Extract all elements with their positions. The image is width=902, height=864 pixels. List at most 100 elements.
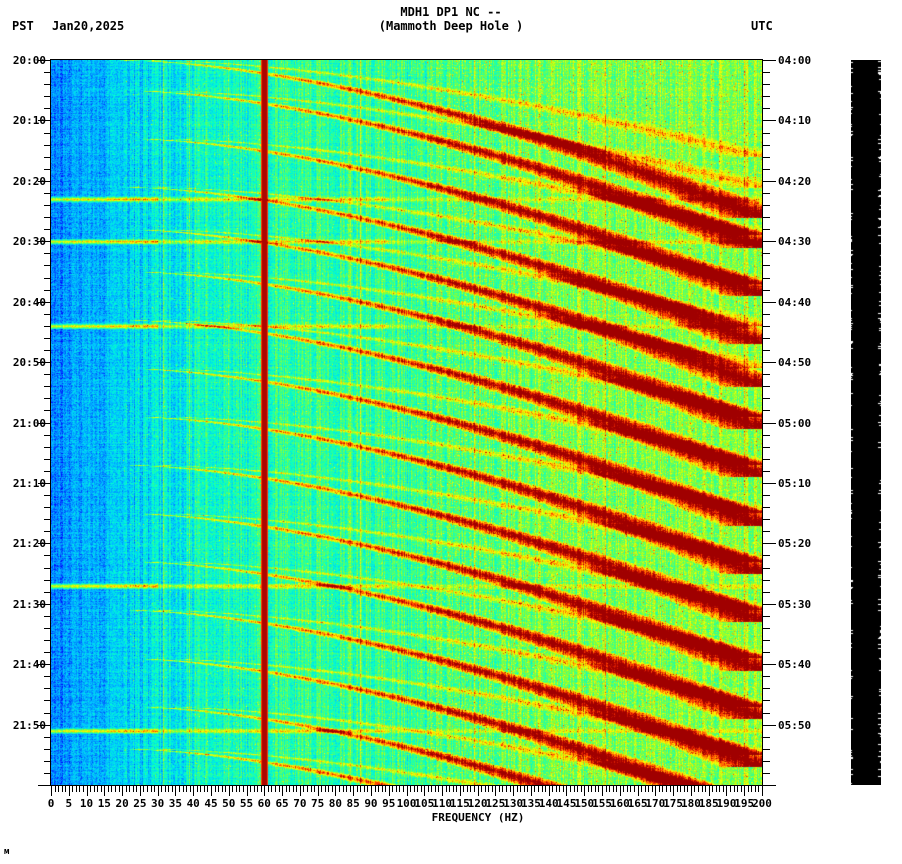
freq-tick-minor	[179, 786, 180, 792]
time-tick-minor	[763, 229, 770, 230]
time-tick-minor	[44, 555, 51, 556]
freq-tick-minor	[90, 786, 91, 792]
freq-tick-minor	[286, 786, 287, 792]
freq-tick-minor	[574, 786, 575, 792]
time-tick-minor	[763, 737, 770, 738]
freq-tick-major	[726, 786, 727, 796]
freq-tick-label: 145	[556, 797, 577, 810]
freq-tick-minor	[598, 786, 599, 792]
time-tick-minor	[44, 205, 51, 206]
freq-tick-minor	[534, 786, 535, 792]
freq-tick-minor	[542, 786, 543, 792]
time-tick-minor	[763, 652, 770, 653]
freq-tick-minor	[328, 786, 329, 792]
time-tick-minor	[44, 290, 51, 291]
freq-tick-minor	[360, 786, 361, 792]
freq-tick-minor	[559, 786, 560, 792]
freq-tick-minor	[396, 786, 397, 792]
freq-tick-minor	[588, 786, 589, 792]
freq-tick-minor	[133, 786, 134, 792]
time-tick-minor	[44, 749, 51, 750]
time-tick-major	[763, 241, 776, 242]
freq-tick-minor	[111, 786, 112, 792]
time-tick-label: 04:50	[778, 356, 812, 369]
freq-tick-minor	[172, 786, 173, 792]
freq-tick-label: 105	[414, 797, 435, 810]
freq-tick-minor	[453, 786, 454, 792]
freq-tick-minor	[463, 786, 464, 792]
freq-tick-minor	[307, 786, 308, 792]
time-tick-minor	[763, 314, 770, 315]
time-tick-major	[38, 362, 51, 363]
freq-tick-minor	[222, 786, 223, 792]
time-tick-minor	[44, 713, 51, 714]
time-tick-minor	[44, 507, 51, 508]
time-tick-minor	[44, 652, 51, 653]
time-tick-major	[38, 483, 51, 484]
freq-tick-minor	[467, 786, 468, 792]
freq-tick-label: 5	[65, 797, 73, 810]
spectrogram-plot[interactable]	[51, 60, 762, 785]
time-tick-minor	[763, 133, 770, 134]
freq-tick-major	[691, 786, 692, 796]
freq-tick-major	[407, 786, 408, 796]
freq-tick-minor	[417, 786, 418, 792]
freq-tick-label: 130	[503, 797, 524, 810]
time-tick-major	[763, 543, 776, 544]
time-tick-minor	[763, 555, 770, 556]
freq-tick-major	[211, 786, 212, 796]
freq-tick-minor	[190, 786, 191, 792]
time-tick-label: 05:20	[778, 537, 812, 550]
freq-tick-major	[69, 786, 70, 796]
freq-tick-label: 120	[467, 797, 488, 810]
freq-tick-minor	[630, 786, 631, 792]
freq-tick-minor	[702, 786, 703, 792]
time-tick-major	[38, 60, 51, 61]
freq-tick-minor	[705, 786, 706, 792]
freq-tick-major	[673, 786, 674, 796]
time-tick-label: 04:00	[778, 54, 812, 67]
freq-tick-label: 30	[151, 797, 165, 810]
time-tick-minor	[763, 96, 770, 97]
freq-tick-minor	[325, 786, 326, 792]
freq-tick-minor	[346, 786, 347, 792]
freq-tick-label: 65	[275, 797, 289, 810]
time-tick-minor	[763, 217, 770, 218]
time-tick-minor	[763, 253, 770, 254]
time-tick-minor	[763, 157, 770, 158]
time-tick-label: 05:40	[778, 658, 812, 671]
time-tick-minor	[763, 507, 770, 508]
time-tick-major	[38, 604, 51, 605]
freq-tick-label: 170	[645, 797, 666, 810]
freq-tick-minor	[79, 786, 80, 792]
time-tick-minor	[763, 326, 770, 327]
freq-tick-minor	[684, 786, 685, 792]
freq-tick-minor	[250, 786, 251, 792]
time-tick-minor	[44, 519, 51, 520]
freq-tick-minor	[748, 786, 749, 792]
freq-tick-major	[51, 786, 52, 796]
time-tick-minor	[763, 688, 770, 689]
freq-tick-minor	[215, 786, 216, 792]
freq-tick-minor	[652, 786, 653, 792]
freq-tick-major	[655, 786, 656, 796]
freq-tick-label: 175	[663, 797, 684, 810]
time-tick-minor	[44, 688, 51, 689]
freq-tick-minor	[527, 786, 528, 792]
freq-tick-minor	[76, 786, 77, 792]
freq-tick-label: 110	[432, 797, 452, 810]
freq-tick-minor	[350, 786, 351, 792]
freq-tick-major	[744, 786, 745, 796]
freq-tick-minor	[289, 786, 290, 792]
time-tick-minor	[763, 471, 770, 472]
freq-tick-minor	[606, 786, 607, 792]
time-tick-minor	[44, 133, 51, 134]
freq-tick-minor	[517, 786, 518, 792]
freq-tick-major	[104, 786, 105, 796]
freq-tick-major	[460, 786, 461, 796]
freq-tick-label: 135	[520, 797, 541, 810]
time-tick-minor	[44, 374, 51, 375]
freq-tick-minor	[723, 786, 724, 792]
time-tick-minor	[763, 628, 770, 629]
time-tick-minor	[44, 84, 51, 85]
